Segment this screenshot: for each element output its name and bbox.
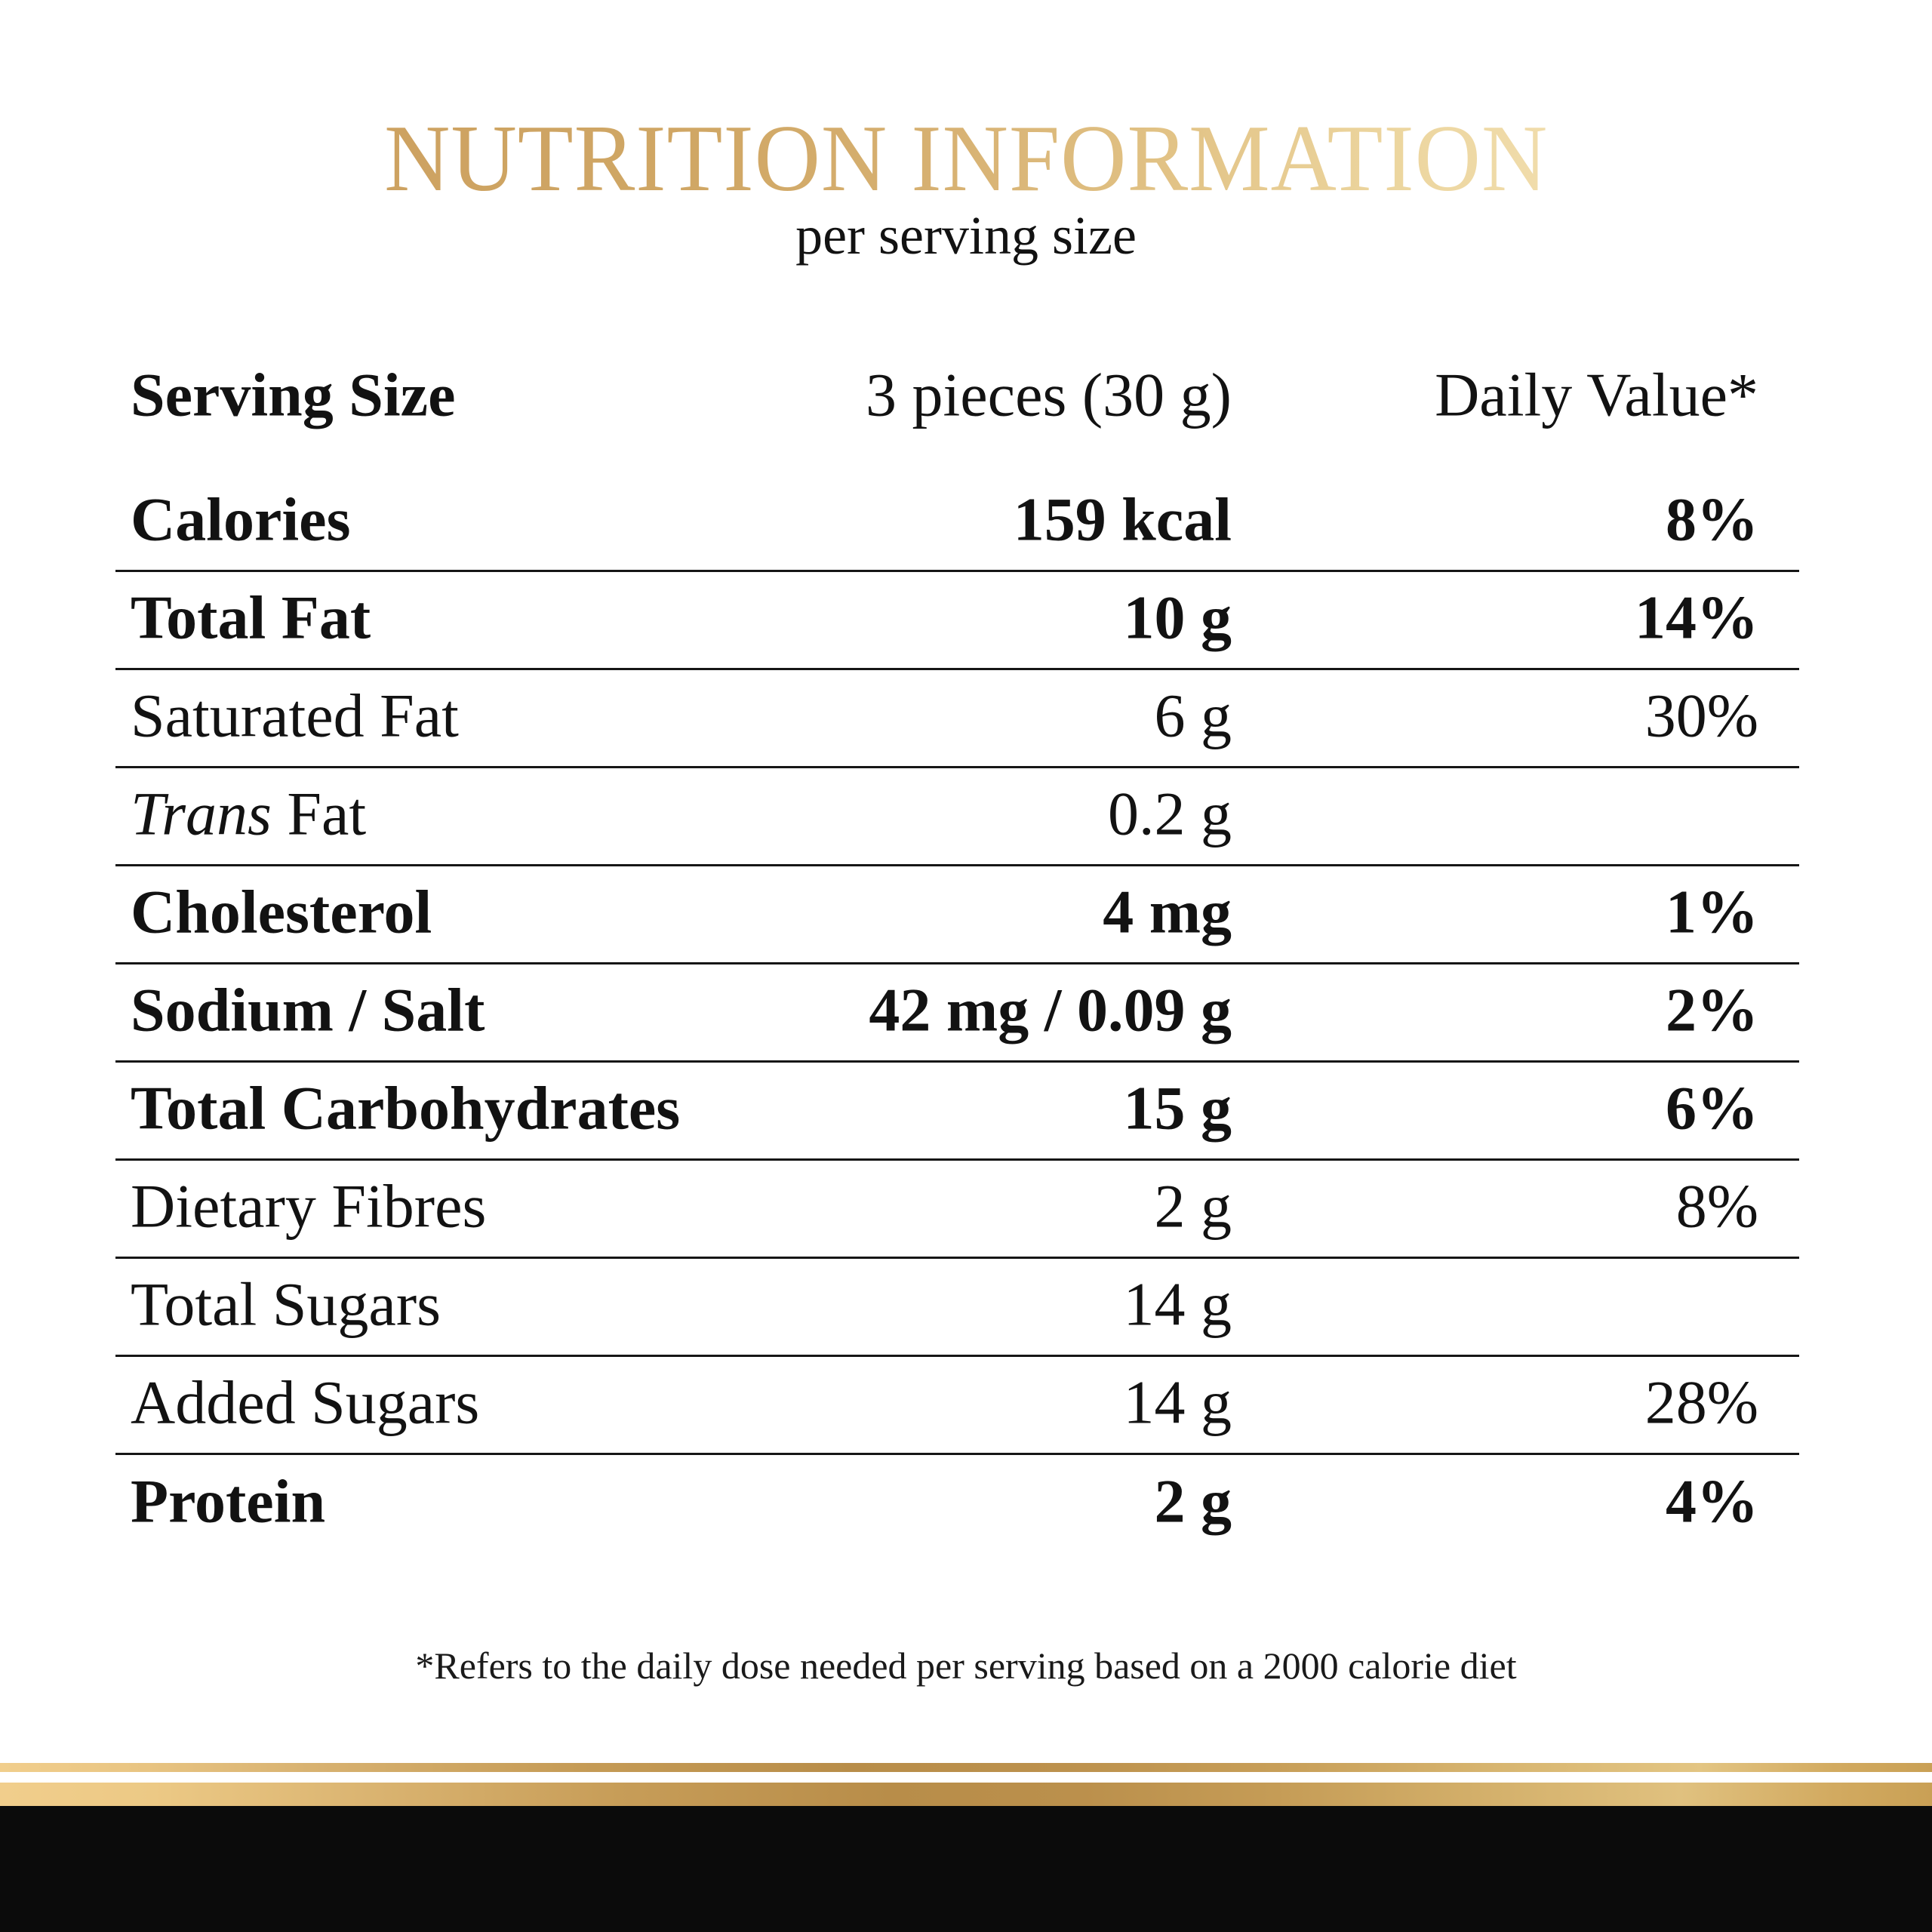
amount-value: 3 pieces (30 g) (866, 360, 1232, 429)
amount-value: 2 g (1154, 1171, 1232, 1241)
nutrient-label: Trans Fat (131, 779, 367, 848)
table-header-row: Serving Size 3 pieces (30 g) Daily Value* (115, 349, 1799, 447)
table-row: Saturated Fat 6 g 30% (115, 670, 1799, 768)
nutrient-label: Serving Size (131, 360, 456, 429)
nutrient-label: Sodium / Salt (131, 975, 485, 1044)
daily-value: 8% (1675, 1171, 1758, 1241)
gold-strip-thin (0, 1763, 1932, 1772)
amount-value: 2 g (1154, 1466, 1232, 1536)
amount-value: 6 g (1154, 681, 1232, 750)
bottom-black-bar (0, 1806, 1932, 1932)
nutrient-label: Cholesterol (131, 877, 432, 946)
table-row: Dietary Fibres 2 g 8% (115, 1161, 1799, 1259)
nutrient-label-italic-prefix: Trans (131, 779, 272, 848)
amount-value: 159 kcal (1013, 485, 1232, 554)
nutrient-label: Total Fat (131, 583, 371, 652)
table-row: Calories 159 kcal 8% (115, 474, 1799, 572)
table-row: Trans Fat 0.2 g (115, 768, 1799, 866)
daily-value: 30% (1644, 681, 1758, 750)
amount-value: 14 g (1123, 1269, 1232, 1339)
table-row: Total Carbohydrates 15 g 6% (115, 1063, 1799, 1161)
amount-value: 42 mg / 0.09 g (869, 975, 1232, 1044)
nutrient-label: Total Carbohydrates (131, 1073, 681, 1143)
label-header: NUTRITION INFORMATION per serving size (0, 112, 1932, 263)
page-title: NUTRITION INFORMATION (383, 106, 1549, 211)
daily-value: 8% (1666, 485, 1758, 554)
gold-strip-thick (0, 1783, 1932, 1806)
nutrient-label: Calories (131, 485, 351, 554)
nutrient-label: Saturated Fat (131, 681, 459, 750)
daily-value: 1% (1666, 877, 1758, 946)
nutrition-table: Serving Size 3 pieces (30 g) Daily Value* C… (115, 349, 1799, 1553)
daily-value: 14% (1635, 583, 1758, 652)
nutrient-label: Protein (131, 1466, 326, 1536)
table-row: Sodium / Salt 42 mg / 0.09 g 2% (115, 964, 1799, 1063)
nutrient-label: Dietary Fibres (131, 1171, 487, 1241)
daily-value: 28% (1644, 1367, 1758, 1437)
amount-value: 4 mg (1103, 877, 1232, 946)
page-subtitle: per serving size (795, 205, 1137, 266)
amount-value: 10 g (1123, 583, 1232, 652)
daily-value: 4% (1666, 1466, 1758, 1536)
amount-value: 14 g (1123, 1367, 1232, 1437)
daily-value: 2% (1666, 975, 1758, 1044)
table-row: Added Sugars 14 g 28% (115, 1357, 1799, 1455)
amount-value: 0.2 g (1108, 779, 1232, 848)
nutrient-label: Added Sugars (131, 1367, 480, 1437)
amount-value: 15 g (1123, 1073, 1232, 1143)
table-row: Total Sugars 14 g (115, 1259, 1799, 1357)
table-row: Total Fat 10 g 14% (115, 572, 1799, 670)
nutrient-label: Total Sugars (131, 1269, 441, 1339)
table-row: Protein 2 g 4% (115, 1455, 1799, 1553)
daily-value: 6% (1666, 1073, 1758, 1143)
daily-value: Daily Value* (1435, 360, 1758, 429)
table-row: Cholesterol 4 mg 1% (115, 866, 1799, 964)
footnote: *Refers to the daily dose needed per ser… (415, 1644, 1517, 1687)
